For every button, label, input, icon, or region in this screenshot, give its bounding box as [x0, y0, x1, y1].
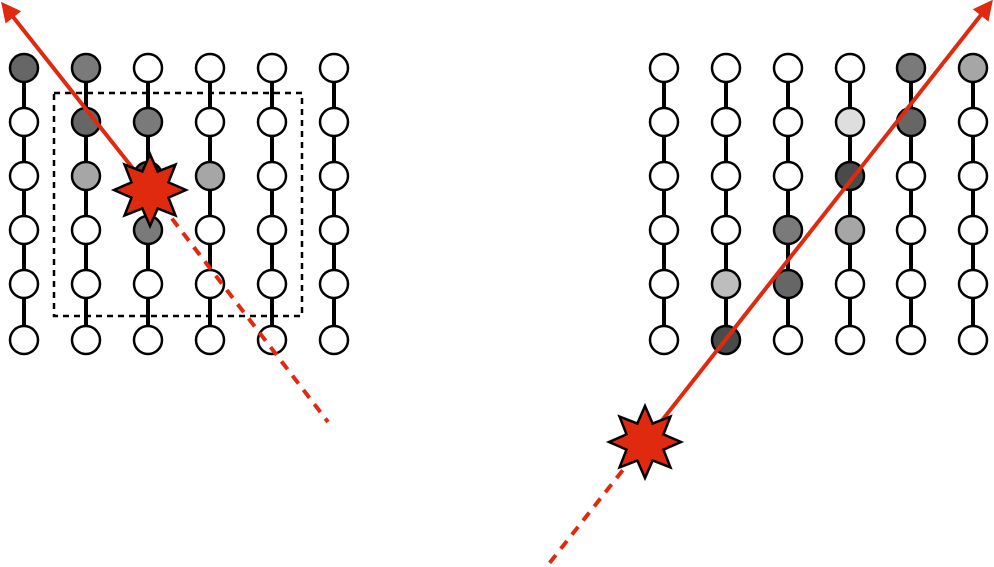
right-panel: [546, 0, 993, 567]
sensor-node: [957, 160, 989, 192]
hit-sensor-node: [895, 106, 927, 138]
sensor-node: [194, 106, 226, 138]
sensor-node: [957, 214, 989, 246]
sensor-node: [648, 324, 680, 356]
sensor-node: [318, 52, 350, 84]
sensor-node: [256, 324, 288, 356]
hit-sensor-node: [194, 160, 226, 192]
sensor-node: [8, 106, 40, 138]
sensor-node: [318, 324, 350, 356]
hit-sensor-node: [957, 52, 989, 84]
sensor-node: [194, 324, 226, 356]
hit-sensor-node: [772, 214, 804, 246]
sensor-node: [132, 52, 164, 84]
sensor-node: [957, 268, 989, 300]
hit-sensor-node: [70, 160, 102, 192]
sensor-node: [132, 268, 164, 300]
sensor-node: [895, 214, 927, 246]
sensor-node: [834, 324, 866, 356]
sensor-node: [8, 214, 40, 246]
hit-sensor-node: [70, 52, 102, 84]
sensor-node: [70, 268, 102, 300]
sensor-node: [8, 324, 40, 356]
track-arrow: [1, 1, 152, 192]
sensor-node: [648, 214, 680, 246]
sensor-node: [772, 106, 804, 138]
sensor-node: [957, 106, 989, 138]
sensor-node: [318, 214, 350, 246]
sensor-node: [834, 268, 866, 300]
sensor-node: [710, 106, 742, 138]
left-panel: [1, 1, 350, 424]
track-dashed-line: [148, 188, 330, 424]
sensor-node: [8, 268, 40, 300]
sensor-node: [710, 52, 742, 84]
sensor-node: [70, 324, 102, 356]
sensor-node: [318, 268, 350, 300]
sensor-node: [132, 324, 164, 356]
hit-sensor-node: [8, 52, 40, 84]
hit-sensor-node: [710, 268, 742, 300]
sensor-node: [256, 214, 288, 246]
hit-sensor-node: [834, 214, 866, 246]
sensor-node: [194, 52, 226, 84]
sensor-node: [318, 106, 350, 138]
sensor-node: [772, 324, 804, 356]
sensor-node: [256, 160, 288, 192]
hit-sensor-node: [895, 52, 927, 84]
sensor-node: [70, 214, 102, 246]
hit-sensor-node: [834, 106, 866, 138]
sensor-node: [8, 160, 40, 192]
sensor-node: [710, 160, 742, 192]
sensor-node: [957, 324, 989, 356]
sensor-node: [772, 160, 804, 192]
sensor-node: [834, 52, 866, 84]
interaction-vertex-star: [605, 402, 685, 482]
track-arrow: [643, 0, 993, 444]
sensor-node: [648, 106, 680, 138]
hit-sensor-node: [834, 160, 866, 192]
sensor-node: [256, 106, 288, 138]
sensor-node: [648, 268, 680, 300]
sensor-node: [895, 324, 927, 356]
sensor-node: [648, 160, 680, 192]
hit-sensor-node: [772, 268, 804, 300]
sensor-node: [895, 160, 927, 192]
sensor-node: [648, 52, 680, 84]
interaction-vertex-star: [110, 150, 190, 230]
sensor-node: [772, 52, 804, 84]
sensor-node: [256, 268, 288, 300]
sensor-node: [318, 160, 350, 192]
sensor-node: [256, 52, 288, 84]
sensor-node: [895, 268, 927, 300]
sensor-node: [710, 214, 742, 246]
containment-box: [52, 91, 304, 318]
sensor-node: [194, 214, 226, 246]
hit-sensor-node: [132, 106, 164, 138]
